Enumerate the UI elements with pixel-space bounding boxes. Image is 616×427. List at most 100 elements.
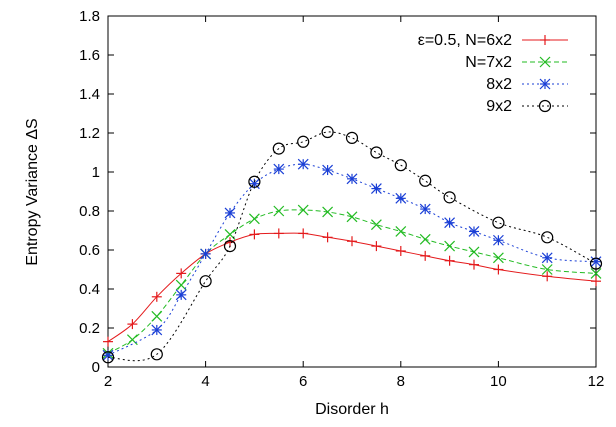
series-4-point — [297, 135, 310, 148]
y-tick-label: 1.2 — [79, 125, 100, 142]
series-4-point — [150, 348, 163, 361]
series-4-point — [223, 240, 237, 253]
x-tick-label: 10 — [490, 373, 507, 390]
legend-swatch-marker — [539, 56, 551, 68]
series-2-point — [492, 252, 504, 264]
series-1-point — [273, 228, 284, 239]
series-1-point — [249, 229, 260, 240]
y-tick-label: 1.6 — [79, 47, 100, 64]
series-1-point — [127, 319, 138, 330]
legend-entry-4: 9x2 — [486, 98, 568, 115]
series-1-point — [420, 250, 431, 261]
legend-label: ε=0.5, N=6x2 — [418, 32, 512, 49]
series-4-point — [419, 174, 432, 187]
plot-border — [107, 15, 597, 368]
series-4-point — [492, 216, 505, 229]
series-4-point — [370, 146, 383, 159]
series-3 — [102, 158, 602, 361]
x-tick-label: 2 — [104, 373, 112, 390]
series-2-point — [395, 226, 407, 237]
y-tick-label: 0.6 — [79, 242, 100, 259]
series-4-point — [199, 275, 212, 288]
series-2-point — [346, 211, 358, 223]
series-3-point — [224, 207, 236, 219]
x-tick-label: 6 — [299, 373, 307, 390]
legend-label: 9x2 — [486, 98, 512, 115]
y-tick-label: 1.8 — [79, 8, 100, 25]
series-4-point — [345, 131, 359, 144]
y-tick-label: 0.4 — [79, 281, 100, 298]
series-1-point — [444, 255, 455, 266]
series-1-point — [103, 336, 113, 347]
y-axis-label: Entropy Variance ΔS — [24, 118, 41, 265]
legend: ε=0.5, N=6x2 N=7x2 8x2 9x2 — [418, 32, 568, 115]
series-2-point — [297, 204, 309, 216]
series-3-point — [151, 324, 163, 336]
series-4 — [101, 125, 603, 364]
series-3-point — [200, 248, 212, 260]
axis-ticks: 2 4 6 8 10 12 0 0.2 0.4 0.6 0.8 1 1.2 1.4 1.6 1.8 — [79, 8, 604, 390]
series-2-point — [541, 264, 553, 275]
series-3-point — [395, 192, 407, 204]
series-3-point — [175, 289, 187, 301]
legend-swatch-marker — [540, 35, 550, 45]
series-2-point — [370, 219, 382, 231]
series-4-point — [321, 125, 334, 139]
series-3-point — [322, 164, 334, 176]
series-layer — [101, 125, 603, 364]
series-2-line — [107, 209, 597, 354]
series-4-point — [541, 231, 554, 244]
series-3-point — [370, 183, 382, 194]
series-3-line — [107, 163, 597, 356]
y-tick-label: 0.8 — [79, 203, 100, 220]
series-2-point — [126, 334, 138, 346]
legend-entry-3: 8x2 — [486, 76, 568, 93]
series-2-point — [590, 267, 602, 279]
series-4-point — [272, 142, 285, 155]
series-2-point — [248, 213, 260, 225]
series-1-point — [371, 241, 382, 252]
series-2-point — [175, 279, 187, 291]
series-2-point — [468, 246, 480, 258]
series-2-point — [273, 205, 285, 217]
legend-entry-2: N=7x2 — [465, 54, 568, 71]
series-1-point — [322, 232, 333, 243]
series-3-point — [419, 203, 431, 215]
series-3-point — [541, 252, 553, 264]
series-4-point — [394, 159, 407, 172]
series-2-point — [419, 233, 431, 245]
series-2-point — [151, 310, 163, 322]
series-1-point — [591, 276, 601, 287]
x-tick-label: 8 — [397, 373, 405, 390]
series-3-point — [273, 163, 285, 175]
series-1-point — [347, 236, 357, 247]
series-1-point — [151, 291, 162, 302]
y-tick-label: 0.2 — [79, 320, 100, 337]
series-4-line — [107, 131, 597, 362]
series-3-point — [444, 217, 456, 229]
y-tick-label: 1.4 — [79, 86, 100, 103]
series-1-point — [469, 259, 479, 270]
series-2-point — [322, 206, 334, 218]
series-4-point — [101, 351, 115, 364]
series-1-point — [298, 228, 309, 239]
series-3-point — [492, 234, 504, 246]
series-4-point — [443, 191, 456, 204]
series-2 — [102, 204, 602, 359]
x-tick-label: 4 — [201, 373, 209, 390]
legend-entry-1: ε=0.5, N=6x2 — [418, 32, 568, 49]
legend-label: 8x2 — [486, 76, 512, 93]
legend-swatch-marker — [538, 99, 552, 113]
series-3-point — [468, 226, 480, 237]
series-2-point — [444, 240, 456, 252]
series-3-point — [297, 158, 309, 170]
series-1-point — [542, 271, 553, 282]
y-tick-label: 1 — [92, 164, 100, 181]
plot-frame — [107, 15, 597, 368]
series-4-point — [589, 257, 603, 270]
series-4-point — [248, 175, 261, 188]
series-1-point — [395, 245, 406, 256]
legend-swatch-marker — [539, 78, 551, 90]
x-tick-label: 12 — [588, 373, 605, 390]
